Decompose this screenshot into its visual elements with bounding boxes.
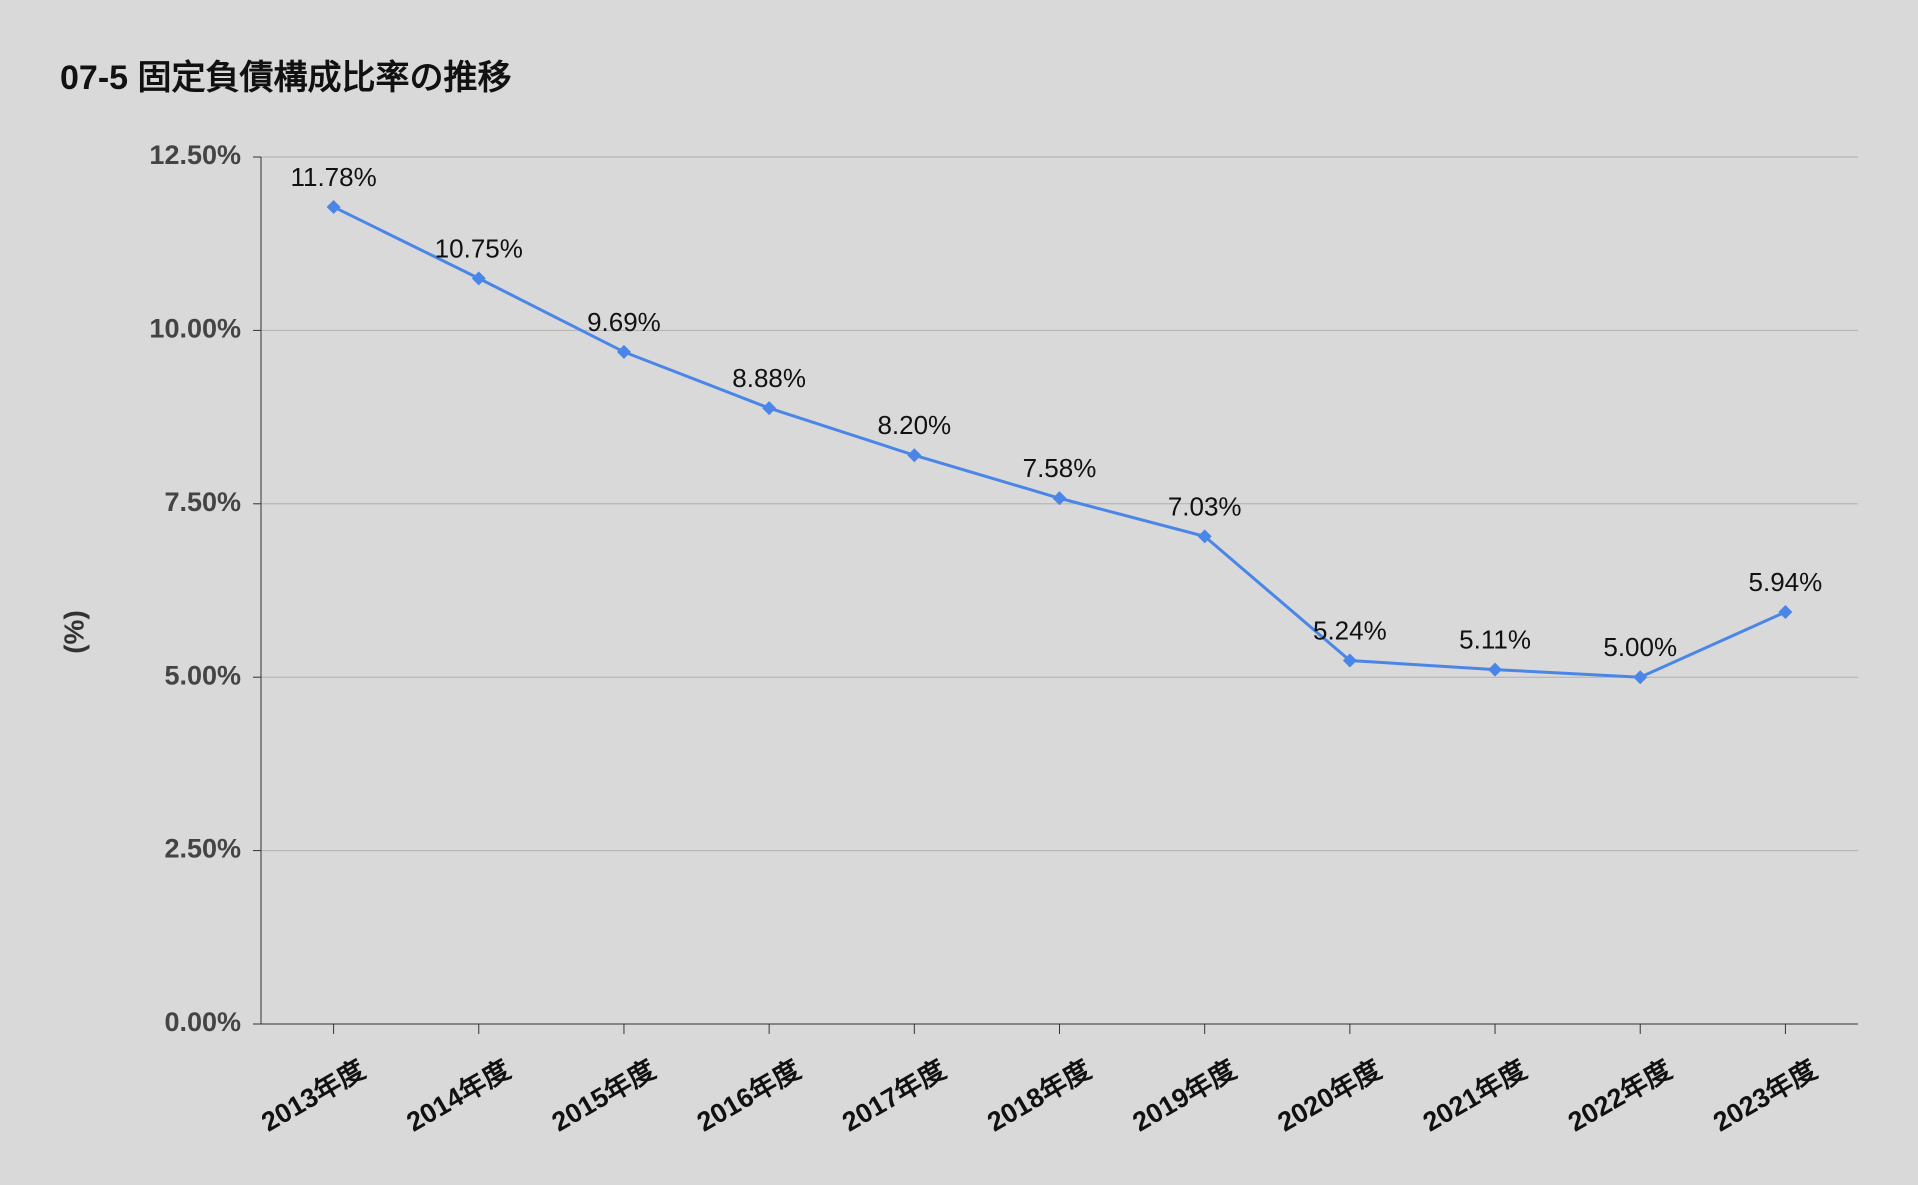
data-label: 7.58% — [1023, 453, 1097, 483]
marker — [1488, 662, 1503, 677]
marker — [762, 401, 777, 416]
data-label: 10.75% — [435, 233, 523, 263]
marker — [1342, 653, 1357, 668]
data-label: 5.00% — [1603, 632, 1677, 662]
y-tick-label: 2.50% — [164, 834, 241, 864]
y-tick-label: 7.50% — [164, 487, 241, 517]
data-label: 9.69% — [587, 307, 661, 337]
marker — [1197, 529, 1212, 544]
y-tick-label: 0.00% — [164, 1007, 241, 1037]
marker — [1778, 605, 1793, 620]
data-label: 11.78% — [290, 162, 376, 192]
chart-title: 07-5 固定負債構成比率の推移 — [60, 59, 512, 97]
marker — [471, 271, 486, 286]
y-tick-label: 5.00% — [164, 660, 241, 690]
data-label: 7.03% — [1168, 491, 1242, 521]
marker — [1052, 491, 1067, 506]
y-tick-label: 12.50% — [149, 140, 241, 170]
y-axis-label: (%) — [58, 610, 89, 654]
data-label: 5.11% — [1459, 624, 1531, 654]
marker — [326, 199, 341, 214]
data-label: 8.20% — [877, 410, 951, 440]
data-label: 5.24% — [1313, 615, 1387, 645]
marker — [1633, 670, 1648, 685]
data-label: 8.88% — [732, 363, 806, 393]
data-label: 5.94% — [1749, 567, 1823, 597]
y-tick-label: 10.00% — [149, 314, 241, 344]
marker — [616, 344, 631, 359]
marker — [907, 448, 922, 463]
